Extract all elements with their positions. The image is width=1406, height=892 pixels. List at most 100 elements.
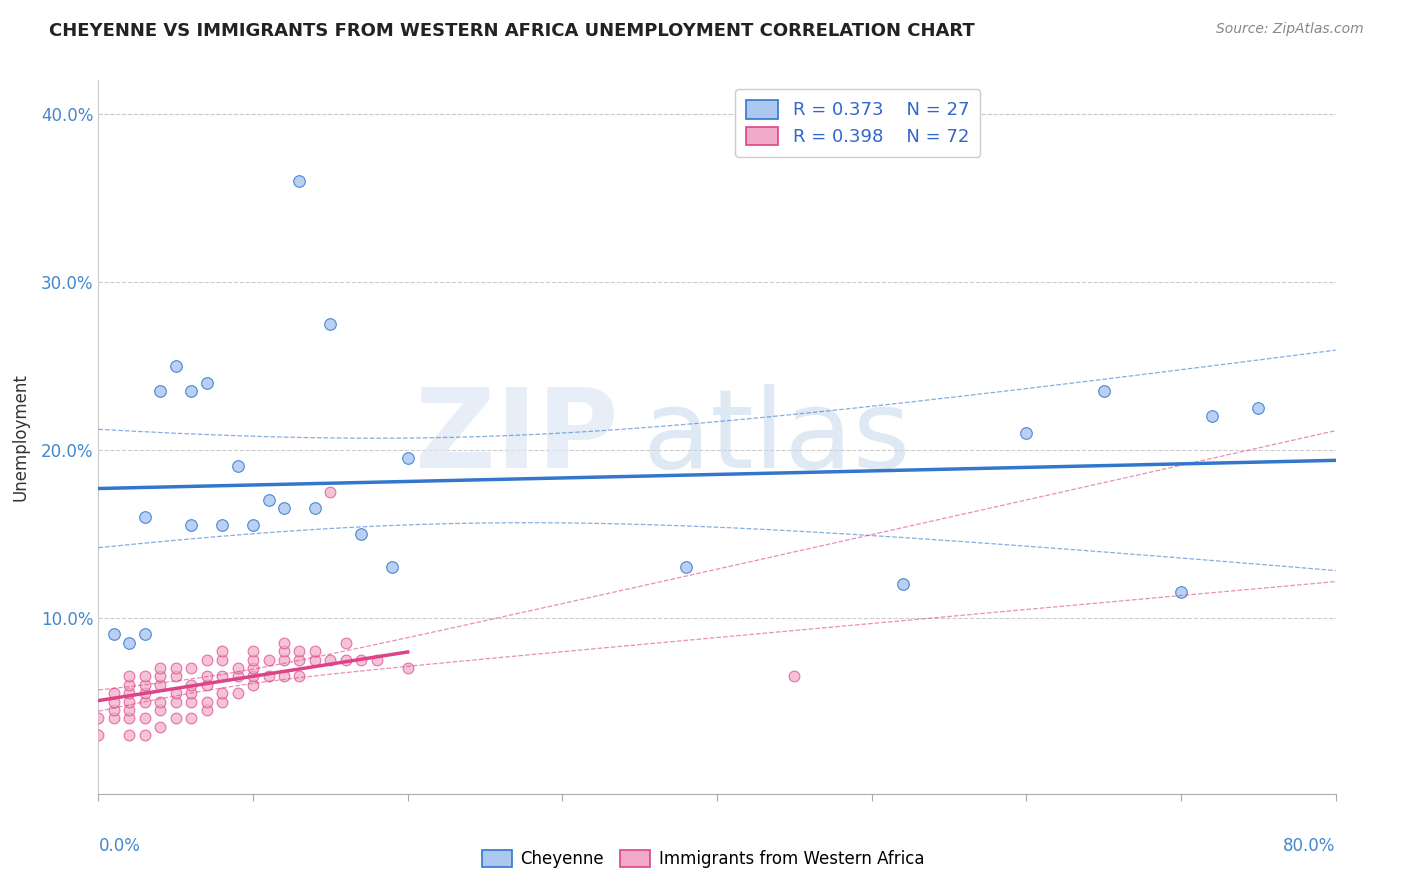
Point [783, 669, 806, 683]
Point [304, 644, 326, 658]
Point [319, 652, 342, 666]
Point [195, 652, 218, 666]
Point [195, 678, 218, 692]
Point [149, 669, 172, 683]
Point [1170, 585, 1192, 599]
Point [165, 359, 187, 373]
Point [891, 577, 914, 591]
Point [242, 652, 264, 666]
Point [242, 669, 264, 683]
Point [118, 694, 141, 708]
Point [149, 678, 172, 692]
Point [211, 669, 233, 683]
Point [226, 661, 249, 675]
Point [149, 694, 172, 708]
Point [1247, 401, 1270, 415]
Point [211, 652, 233, 666]
Point [211, 694, 233, 708]
Point [103, 703, 125, 717]
Point [134, 627, 156, 641]
Point [149, 384, 172, 398]
Point [675, 560, 697, 574]
Point [396, 451, 419, 466]
Point [87, 728, 110, 742]
Point [319, 484, 342, 499]
Legend: R = 0.373    N = 27, R = 0.398    N = 72: R = 0.373 N = 27, R = 0.398 N = 72 [735, 89, 980, 157]
Text: Source: ZipAtlas.com: Source: ZipAtlas.com [1216, 22, 1364, 37]
Point [149, 720, 172, 734]
Text: 80.0%: 80.0% [1284, 837, 1336, 855]
Point [149, 661, 172, 675]
Point [118, 669, 141, 683]
Point [103, 686, 125, 700]
Point [273, 644, 295, 658]
Point [211, 518, 233, 533]
Y-axis label: Unemployment: Unemployment [11, 373, 30, 501]
Point [134, 694, 156, 708]
Point [396, 661, 419, 675]
Point [273, 652, 295, 666]
Point [288, 644, 311, 658]
Text: atlas: atlas [643, 384, 911, 491]
Point [350, 652, 373, 666]
Point [165, 711, 187, 725]
Point [180, 678, 202, 692]
Text: ZIP: ZIP [415, 384, 619, 491]
Point [195, 669, 218, 683]
Point [242, 644, 264, 658]
Point [134, 678, 156, 692]
Point [195, 694, 218, 708]
Point [118, 703, 141, 717]
Point [273, 501, 295, 516]
Point [242, 678, 264, 692]
Point [226, 686, 249, 700]
Point [242, 661, 264, 675]
Point [149, 703, 172, 717]
Point [273, 669, 295, 683]
Point [226, 459, 249, 474]
Point [87, 711, 110, 725]
Point [226, 669, 249, 683]
Point [118, 636, 141, 650]
Point [350, 526, 373, 541]
Point [165, 661, 187, 675]
Point [381, 560, 404, 574]
Point [288, 174, 311, 188]
Point [134, 669, 156, 683]
Point [180, 661, 202, 675]
Point [304, 501, 326, 516]
Point [118, 678, 141, 692]
Point [103, 711, 125, 725]
Point [242, 518, 264, 533]
Point [1015, 425, 1038, 440]
Point [134, 711, 156, 725]
Point [257, 652, 280, 666]
Point [335, 636, 357, 650]
Point [180, 711, 202, 725]
Point [103, 694, 125, 708]
Point [180, 518, 202, 533]
Point [257, 669, 280, 683]
Point [304, 652, 326, 666]
Point [118, 686, 141, 700]
Point [134, 728, 156, 742]
Point [195, 703, 218, 717]
Point [288, 669, 311, 683]
Point [118, 711, 141, 725]
Point [211, 644, 233, 658]
Point [134, 509, 156, 524]
Point [195, 376, 218, 390]
Point [180, 686, 202, 700]
Point [103, 627, 125, 641]
Legend: Cheyenne, Immigrants from Western Africa: Cheyenne, Immigrants from Western Africa [475, 843, 931, 875]
Point [165, 686, 187, 700]
Point [211, 686, 233, 700]
Point [273, 636, 295, 650]
Point [118, 728, 141, 742]
Text: CHEYENNE VS IMMIGRANTS FROM WESTERN AFRICA UNEMPLOYMENT CORRELATION CHART: CHEYENNE VS IMMIGRANTS FROM WESTERN AFRI… [49, 22, 974, 40]
Point [288, 652, 311, 666]
Point [1092, 384, 1115, 398]
Text: 0.0%: 0.0% [98, 837, 141, 855]
Point [319, 317, 342, 331]
Point [257, 493, 280, 508]
